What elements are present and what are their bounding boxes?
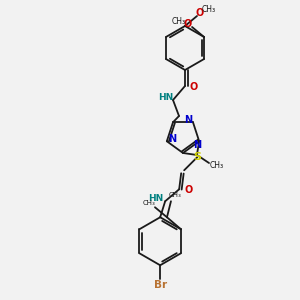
Text: CH₃: CH₃ bbox=[210, 160, 224, 169]
Text: Br: Br bbox=[154, 280, 167, 290]
Text: HN: HN bbox=[148, 194, 164, 203]
Text: CH₃: CH₃ bbox=[172, 16, 186, 26]
Text: CH₃: CH₃ bbox=[142, 200, 155, 206]
Text: O: O bbox=[184, 185, 192, 195]
Text: N: N bbox=[168, 134, 176, 144]
Text: O: O bbox=[184, 19, 192, 29]
Text: O: O bbox=[196, 8, 204, 18]
Text: O: O bbox=[190, 82, 198, 92]
Text: CH₃: CH₃ bbox=[169, 192, 181, 198]
Text: CH₃: CH₃ bbox=[202, 5, 216, 14]
Text: N: N bbox=[184, 115, 192, 125]
Text: N: N bbox=[193, 140, 201, 150]
Text: S: S bbox=[193, 152, 201, 162]
Text: HN: HN bbox=[158, 94, 174, 103]
